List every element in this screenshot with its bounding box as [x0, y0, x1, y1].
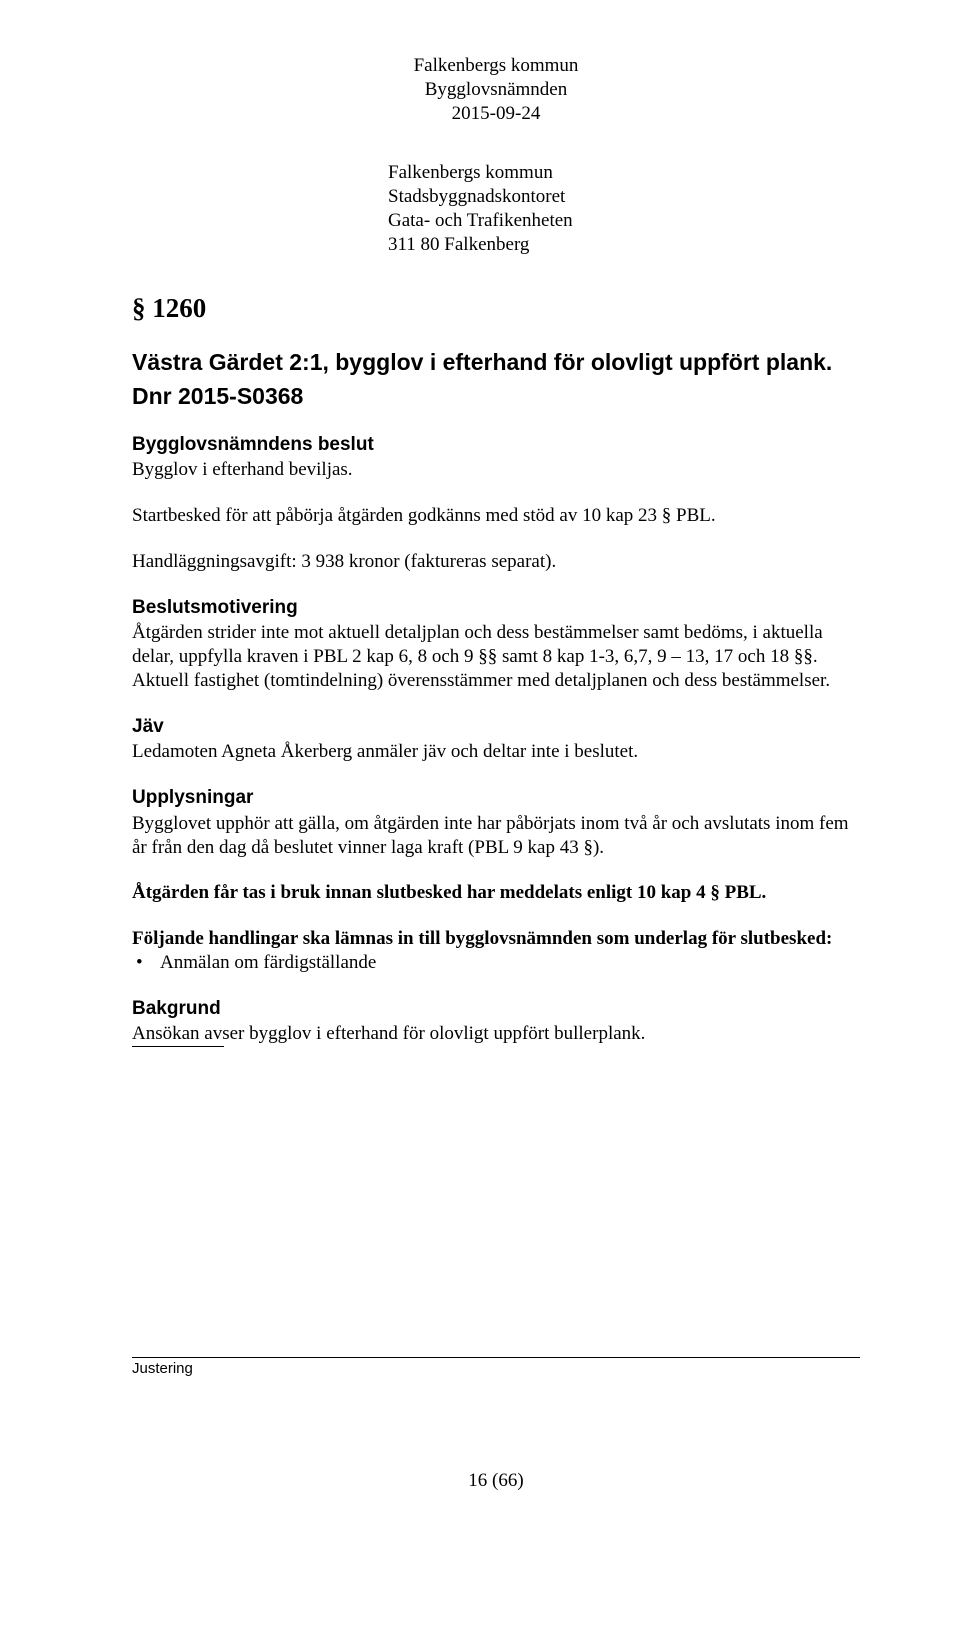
info-bold-text: Åtgärden får tas i bruk innan slutbesked…: [132, 881, 860, 905]
decision-fee: Handläggningsavgift: 3 938 kronor (faktu…: [132, 550, 860, 574]
page-footer: Justering 16 (66): [132, 1357, 860, 1493]
decision-text: Bygglov i efterhand beviljas.: [132, 458, 860, 482]
info-heading: Upplysningar: [132, 786, 860, 810]
documents-list: Anmälan om färdigställande: [132, 951, 860, 975]
decision-text: Startbesked för att påbörja åtgärden god…: [132, 504, 860, 528]
jav-text: Ledamoten Agneta Åkerberg anmäler jäv oc…: [132, 740, 860, 764]
recipient-block: Falkenbergs kommun Stadsbyggnadskontoret…: [388, 161, 860, 256]
document-title: Västra Gärdet 2:1, bygglov i efterhand f…: [132, 348, 860, 378]
background-text: Ansökan avser bygglov i efterhand för ol…: [132, 1022, 860, 1046]
document-header: Falkenbergs kommun Bygglovsnämnden 2015-…: [132, 54, 860, 125]
footer-divider: [132, 1357, 860, 1358]
background-heading: Bakgrund: [132, 997, 860, 1021]
info-documents-intro: Följande handlingar ska lämnas in till b…: [132, 927, 860, 951]
header-org: Falkenbergs kommun: [132, 54, 860, 78]
recipient-line: Gata- och Trafikenheten: [388, 209, 860, 233]
header-date: 2015-09-24: [132, 102, 860, 126]
jav-heading: Jäv: [132, 715, 860, 739]
motivation-text: Åtgärden strider inte mot aktuell detalj…: [132, 621, 860, 692]
header-board: Bygglovsnämnden: [132, 78, 860, 102]
footer-label: Justering: [132, 1360, 860, 1379]
recipient-line: Stadsbyggnadskontoret: [388, 185, 860, 209]
recipient-line: Falkenbergs kommun: [388, 161, 860, 185]
decision-heading: Bygglovsnämndens beslut: [132, 433, 860, 457]
section-number: § 1260: [132, 292, 860, 326]
short-divider: [132, 1046, 224, 1047]
motivation-heading: Beslutsmotivering: [132, 596, 860, 620]
list-item: Anmälan om färdigställande: [132, 951, 860, 975]
page-number: 16 (66): [132, 1469, 860, 1493]
info-text: Bygglovet upphör att gälla, om åtgärden …: [132, 812, 860, 860]
diary-number: Dnr 2015-S0368: [132, 382, 860, 411]
recipient-line: 311 80 Falkenberg: [388, 233, 860, 257]
